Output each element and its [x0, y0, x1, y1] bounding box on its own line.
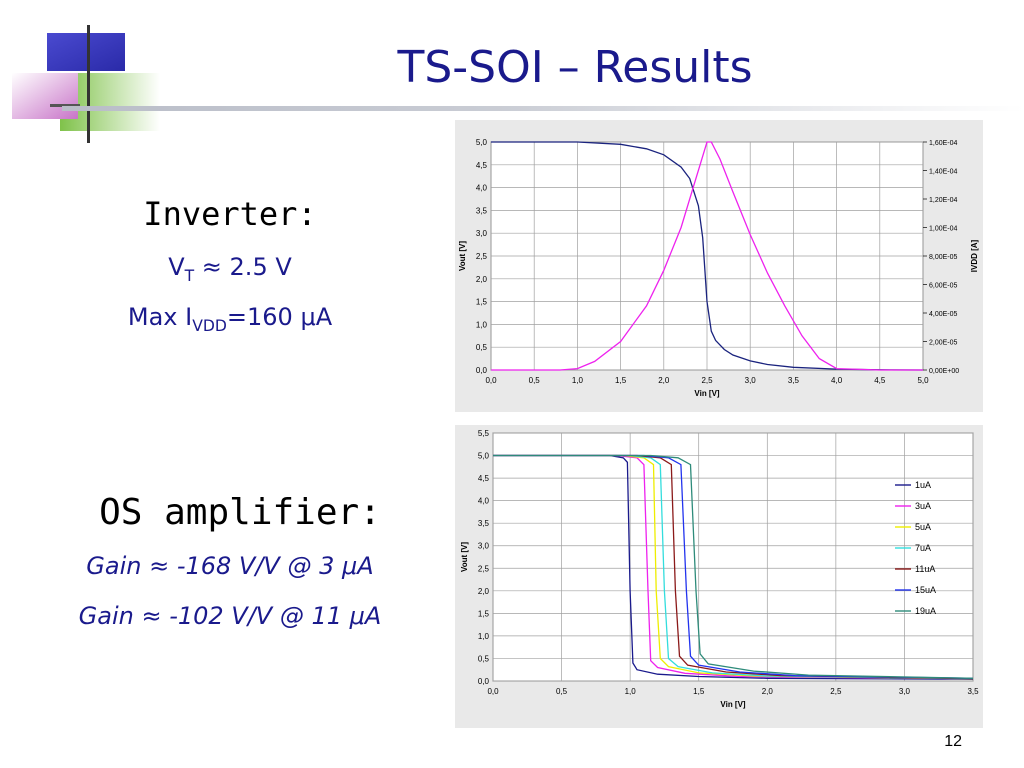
inverter-chart: 0,0 0,5 1,0 1,5 2,0 2,5 3,0 3,5 4,0 4,5 5,0 0,0 0,5 1… — [455, 120, 983, 412]
y-tick-label: 4,0 — [478, 497, 490, 506]
amplifier-chart: 0,0 0,5 1,0 1,5 2,0 2,5 3,0 3,5 0,0 0,5 1,0 1,5 2,0 2… — [455, 425, 983, 728]
x-axis-label: Vin [V] — [694, 389, 720, 398]
y-tick-label: 0,0 — [478, 677, 490, 686]
amplifier-chart-svg: 0,0 0,5 1,0 1,5 2,0 2,5 3,0 3,5 0,0 0,5 1,0 1,5 2,0 2… — [460, 429, 979, 709]
y-tick-label: 1,0 — [478, 632, 490, 641]
y2-axis-label: IVDD [A] — [970, 239, 979, 272]
x-tick-label: 2,5 — [701, 376, 713, 385]
y-tick-label: 1,5 — [478, 609, 490, 618]
y2-tick-label: 1,00E-04 — [929, 226, 958, 233]
inverter-heading: Inverter: — [143, 195, 317, 233]
y2-tick-label: 0,00E+00 — [929, 368, 959, 375]
x-tick-label: 5,0 — [917, 376, 929, 385]
x-tick-label: 4,0 — [831, 376, 843, 385]
y-tick-label: 2,5 — [478, 564, 490, 573]
y2-tick-label: 1,40E-04 — [929, 169, 958, 176]
series-line-15uA — [493, 454, 974, 679]
legend-label: 3uA — [915, 501, 931, 511]
series-line-series-2 — [491, 141, 923, 371]
x-tick-label: 3,5 — [967, 687, 979, 696]
title-underline — [62, 106, 1024, 111]
x-axis-label: Vin [V] — [720, 700, 746, 709]
y-tick-label: 5,0 — [476, 138, 488, 147]
y-tick-label: 1,5 — [476, 298, 488, 307]
inverter-chart-svg: 0,0 0,5 1,0 1,5 2,0 2,5 3,0 3,5 4,0 4,5 5,0 0,0 0,5 1… — [458, 138, 979, 398]
amplifier-gain-11ua: Gain ≈ -102 V/V @ 11 μA — [78, 602, 382, 630]
x-tick-label: 0,0 — [485, 376, 497, 385]
slide-logo — [12, 25, 160, 143]
x-tick-label: 3,0 — [899, 687, 911, 696]
y-axis-label: Vout [V] — [458, 241, 467, 271]
x-tick-label: 2,5 — [830, 687, 842, 696]
y-tick-label: 3,0 — [476, 229, 488, 238]
x-tick-label: 0,5 — [529, 376, 541, 385]
x-tick-label: 0,0 — [487, 687, 499, 696]
y-tick-label: 5,5 — [478, 429, 490, 438]
legend-label: 7uA — [915, 543, 931, 553]
y2-tick-label: 6,00E-05 — [929, 283, 958, 290]
series-line-7uA — [493, 454, 974, 680]
y2-tick-label: 4,00E-05 — [929, 311, 958, 318]
y2-tick-label: 2,00E-05 — [929, 340, 958, 347]
y-tick-label: 3,5 — [476, 206, 488, 215]
y-tick-label: 4,5 — [476, 161, 488, 170]
y-tick-label: 2,0 — [476, 275, 488, 284]
legend-label: 5uA — [915, 522, 931, 532]
y-tick-label: 2,5 — [476, 252, 488, 261]
y-tick-label: 0,0 — [476, 366, 488, 375]
amplifier-gain-3ua: Gain ≈ -168 V/V @ 3 μA — [86, 552, 374, 580]
x-tick-label: 3,0 — [745, 376, 757, 385]
x-tick-label: 2,0 — [658, 376, 670, 385]
plot-area — [492, 432, 974, 682]
y-tick-label: 0,5 — [476, 343, 488, 352]
x-tick-label: 1,5 — [693, 687, 705, 696]
amplifier-heading: OS amplifier: — [99, 492, 381, 533]
y-tick-label: 4,5 — [478, 474, 490, 483]
series-line-5uA — [493, 454, 974, 680]
series-line-1uA — [493, 454, 974, 680]
y2-tick-label: 1,60E-04 — [929, 140, 958, 147]
y-axis-label: Vout [V] — [460, 542, 469, 572]
series-line-19uA — [493, 454, 974, 679]
y-tick-label: 0,5 — [478, 654, 490, 663]
inverter-threshold: VT ≈ 2.5 V — [168, 253, 292, 285]
x-tick-label: 0,5 — [556, 687, 568, 696]
slide-title: TS-SOI – Results — [397, 42, 753, 93]
y2-tick-label: 1,20E-04 — [929, 197, 958, 204]
y-tick-label: 2,0 — [478, 587, 490, 596]
y-tick-label: 3,5 — [478, 519, 490, 528]
legend-label: 15uA — [915, 585, 936, 595]
y-tick-label: 5,0 — [478, 452, 490, 461]
series-line-3uA — [493, 454, 974, 680]
x-tick-label: 1,0 — [625, 687, 637, 696]
page-number: 12 — [944, 733, 962, 750]
y-tick-label: 3,0 — [478, 542, 490, 551]
y-tick-label: 1,0 — [476, 320, 488, 329]
legend-label: 11uA — [915, 564, 935, 574]
inverter-max-current: Max IVDD=160 μA — [127, 303, 333, 335]
legend-label: 19uA — [915, 606, 936, 616]
x-tick-label: 4,5 — [874, 376, 886, 385]
y2-tick-label: 8,00E-05 — [929, 254, 958, 261]
x-tick-label: 2,0 — [762, 687, 774, 696]
legend-label: 1uA — [915, 480, 931, 490]
y-tick-label: 4,0 — [476, 184, 488, 193]
x-tick-label: 3,5 — [788, 376, 800, 385]
series-line-11uA — [493, 454, 974, 680]
series-line-series-1 — [491, 141, 924, 371]
x-tick-label: 1,0 — [572, 376, 584, 385]
x-tick-label: 1,5 — [615, 376, 627, 385]
